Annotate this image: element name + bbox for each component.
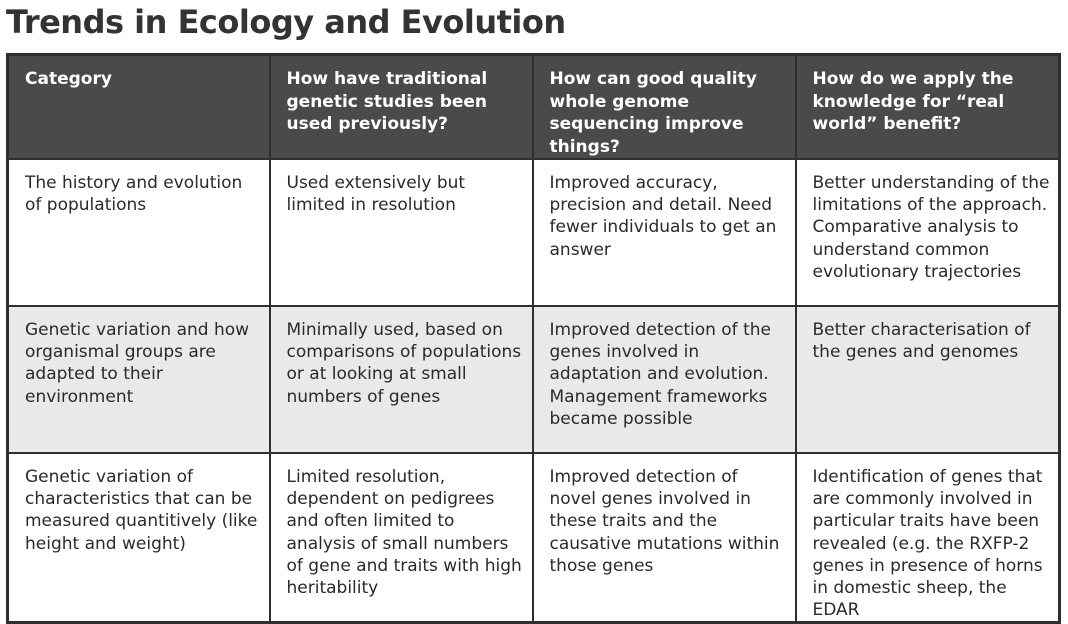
table-cell-category: Genetic variation of characteristics tha…: [6, 452, 271, 624]
table-cell-category: Genetic variation and how organismal gro…: [6, 305, 271, 454]
table-cell-category: The history and evolution of populations: [6, 158, 271, 307]
table-row: Genetic variation of characteristics tha…: [6, 452, 1061, 624]
table-row: The history and evolution of populations…: [6, 158, 1061, 307]
table-cell-benefit: Identification of genes that are commonl…: [794, 452, 1061, 624]
table-header-row: Category How have traditional genetic st…: [6, 53, 1061, 160]
page-title: Trends in Ecology and Evolution: [6, 3, 566, 41]
table-cell-traditional: Minimally used, based on comparisons of …: [268, 305, 534, 454]
column-header-real-world-benefit: How do we apply the knowledge for “real …: [794, 53, 1061, 160]
table-cell-sequencing: Improved detection of novel genes involv…: [531, 452, 797, 624]
column-header-traditional-studies: How have traditional genetic studies bee…: [268, 53, 534, 160]
table-cell-traditional: Used extensively but limited in resoluti…: [268, 158, 534, 307]
table-cell-benefit: Better understanding of the limitations …: [794, 158, 1061, 307]
column-header-genome-sequencing: How can good quality whole genome sequen…: [531, 53, 797, 160]
table-cell-sequencing: Improved accuracy, precision and detail.…: [531, 158, 797, 307]
table-row: Genetic variation and how organismal gro…: [6, 305, 1061, 454]
table-cell-traditional: Limited resolution, dependent on pedigre…: [268, 452, 534, 624]
column-header-category: Category: [6, 53, 271, 160]
table-cell-benefit: Better characterisation of the genes and…: [794, 305, 1061, 454]
trends-table: Category How have traditional genetic st…: [6, 53, 1061, 624]
table-cell-sequencing: Improved detection of the genes involved…: [531, 305, 797, 454]
